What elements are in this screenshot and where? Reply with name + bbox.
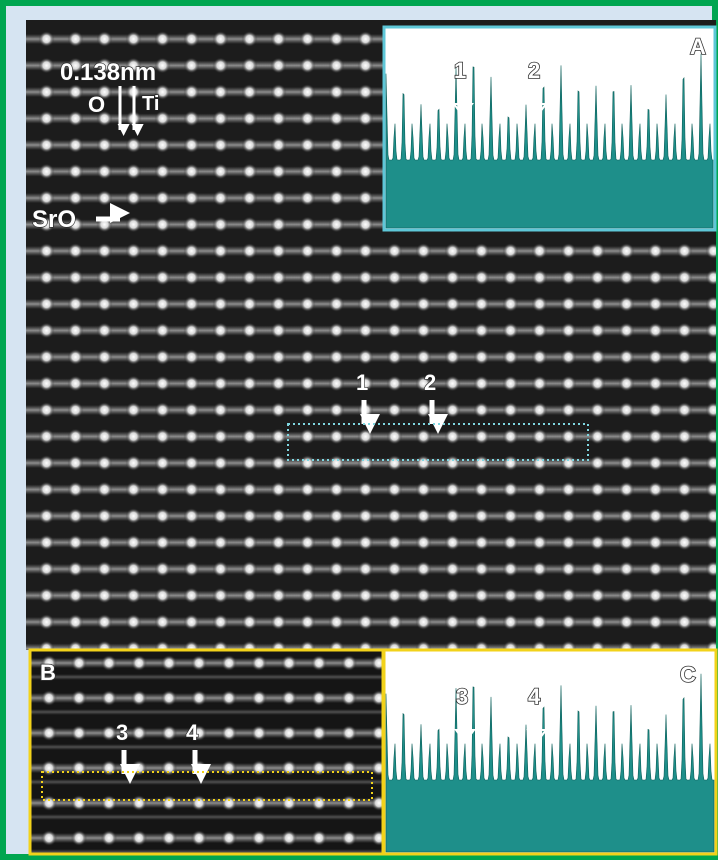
marker: 2 (424, 370, 436, 395)
sro-label: SrO (32, 206, 76, 233)
marker: 2 (528, 58, 540, 83)
marker: 4 (186, 720, 199, 745)
marker: 3 (456, 684, 468, 709)
panel-letter: C (680, 662, 696, 687)
marker: 1 (454, 58, 466, 83)
panel-letter: A (690, 34, 706, 59)
panel-letter: B (40, 660, 56, 685)
panel-b (30, 650, 383, 854)
ti-label: Ti (142, 93, 159, 115)
o-label: O (88, 92, 105, 117)
marker: 3 (116, 720, 128, 745)
figure: 0.138nm O Ti SrO 1 2 A 1 2 B 3 4 C 3 4 (0, 0, 718, 860)
scale-label: 0.138nm (60, 59, 156, 86)
marker: 1 (356, 370, 368, 395)
marker: 4 (528, 684, 541, 709)
